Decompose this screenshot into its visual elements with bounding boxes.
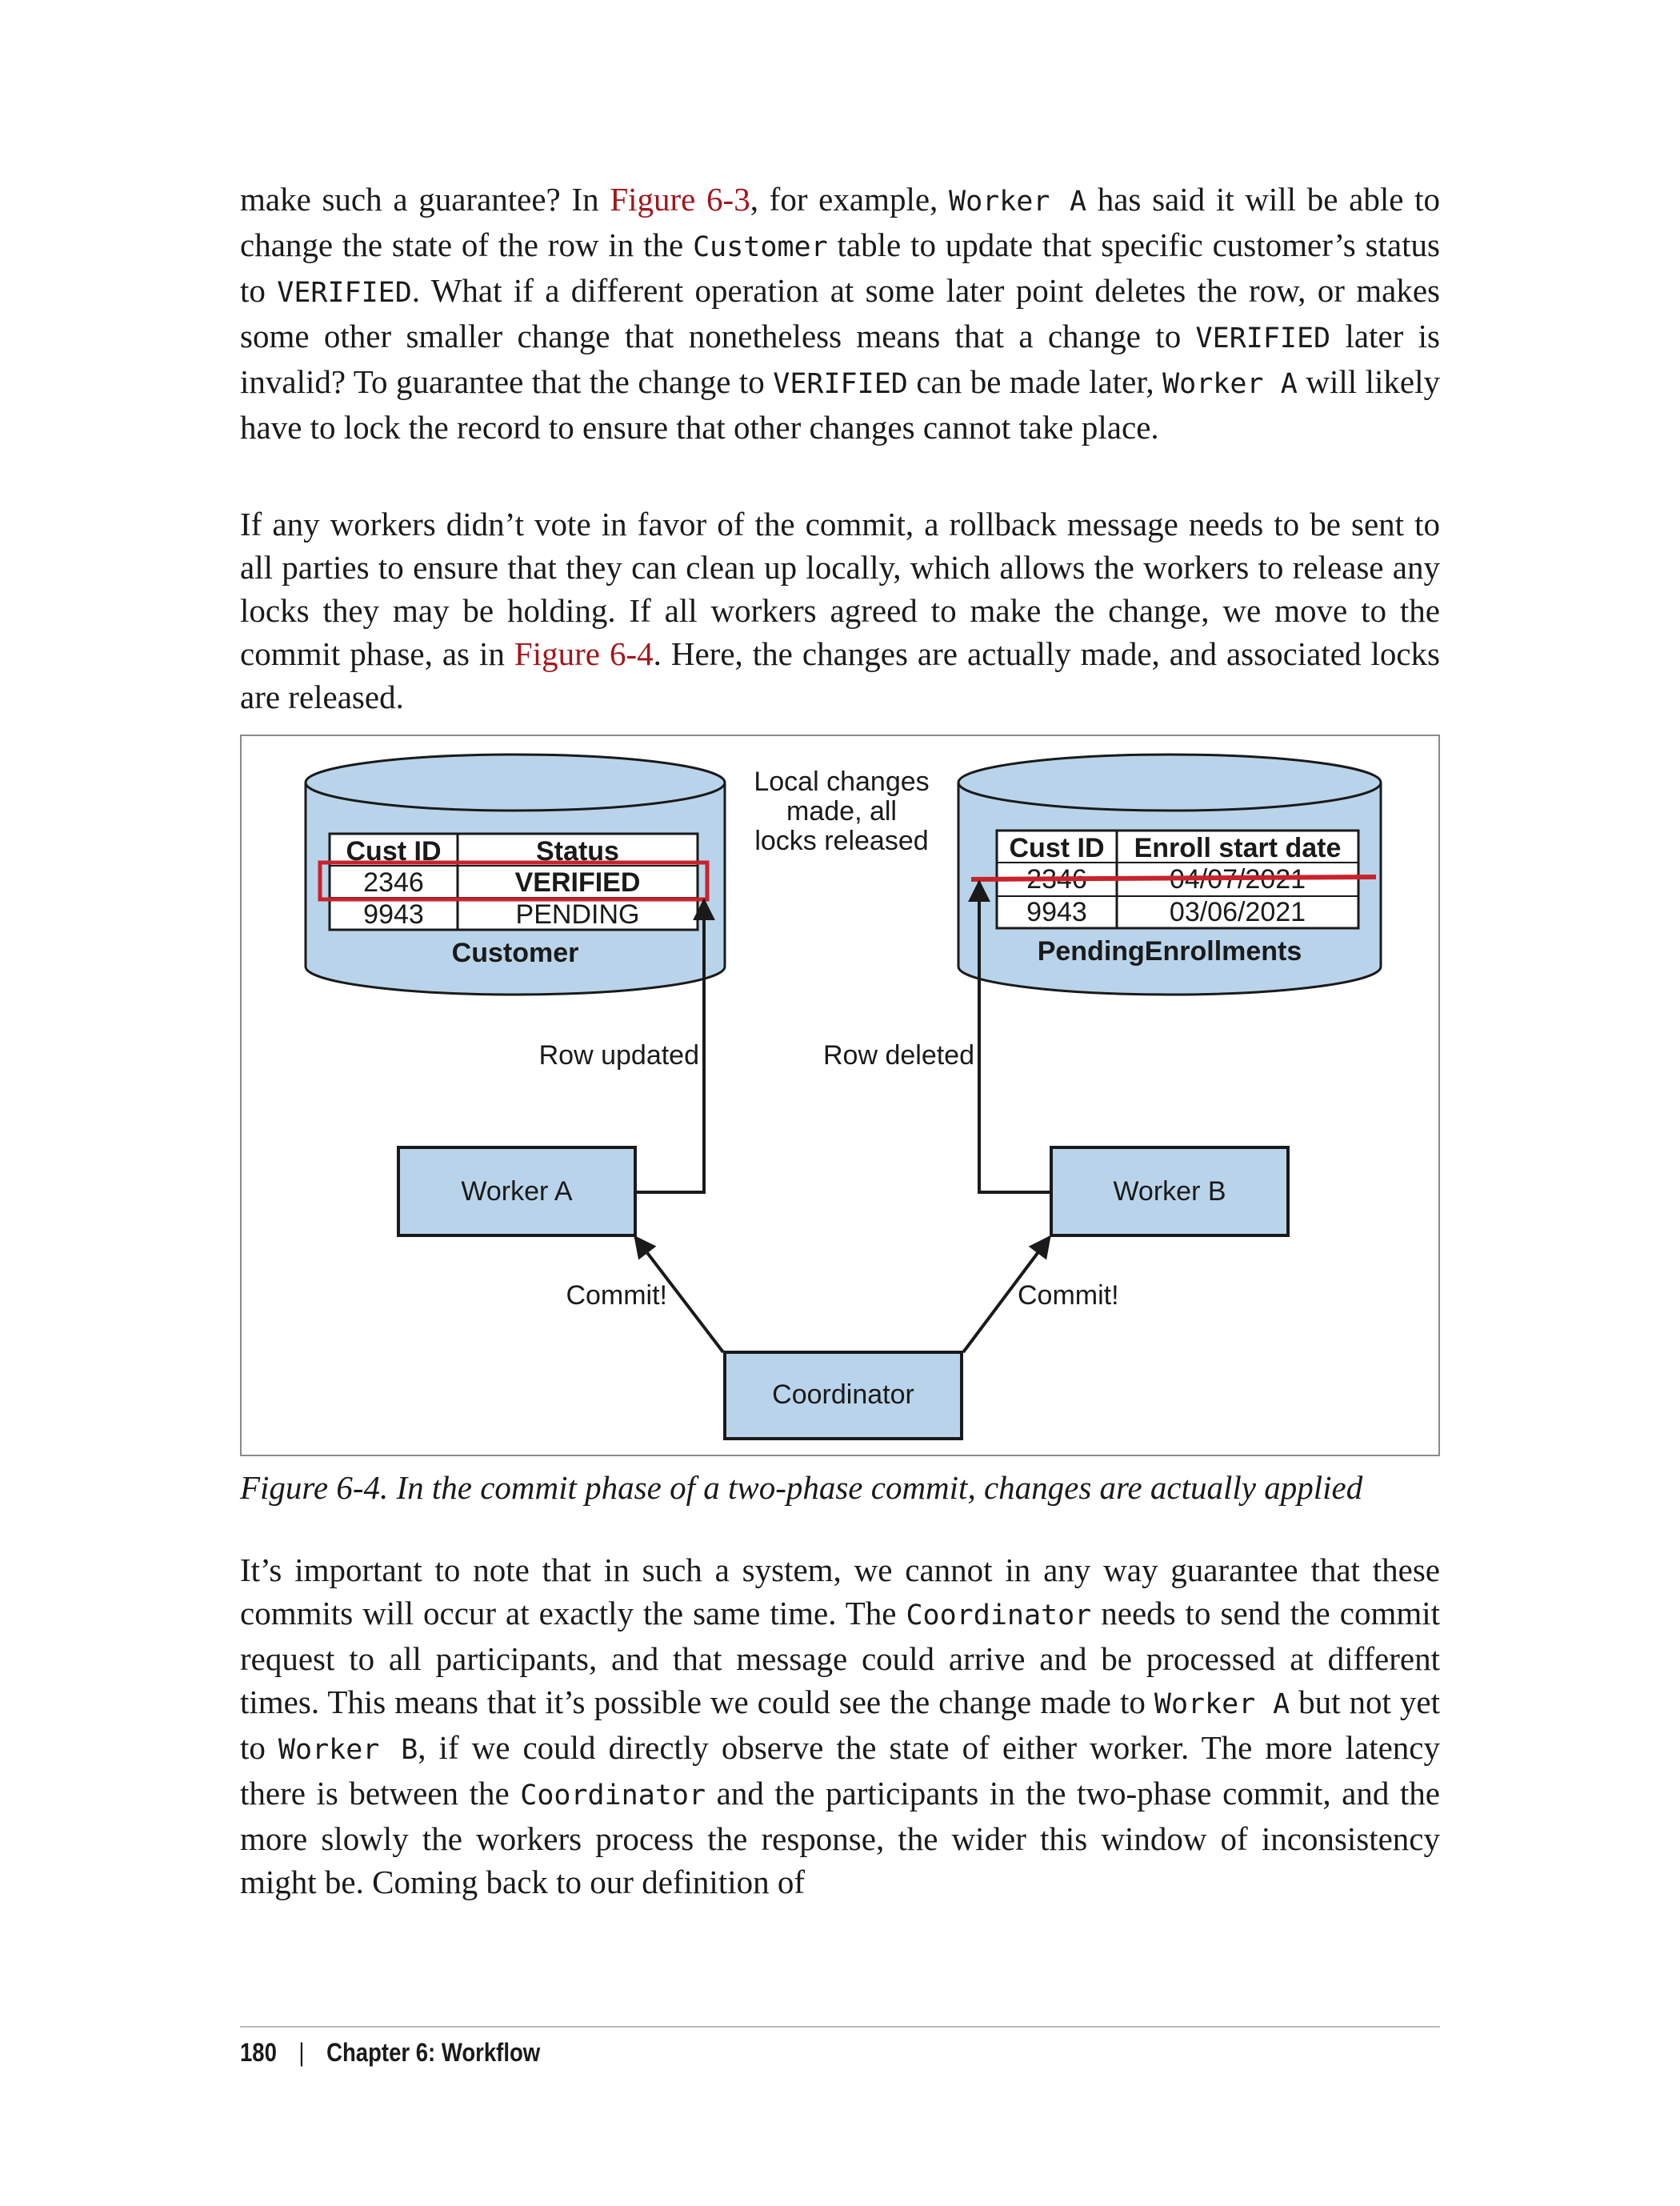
- inline-code: Worker B: [278, 1734, 418, 1766]
- enroll-header-cust-id: Cust ID: [1010, 833, 1105, 863]
- worker-a-box: [397, 1146, 637, 1237]
- body-text-run: It’s important to note that in such a sy…: [240, 1551, 1440, 1631]
- customer-cell-status-2: PENDING: [516, 899, 640, 930]
- body-paragraph-1: make such a guarantee? In Figure 6-3, fo…: [240, 178, 1440, 449]
- body-text-run: but not yet to: [240, 1684, 1441, 1766]
- pending-enrollments-database: Cust ID Enroll start date 2346 04/07/202…: [957, 753, 1382, 996]
- body-text-run: will likely have to lock the record to e…: [240, 363, 1441, 446]
- row-deleted-arrow: [968, 879, 1053, 1194]
- body-paragraph-3: It’s important to note that in such a sy…: [240, 1548, 1440, 1904]
- inline-code: Coordinator: [906, 1599, 1092, 1631]
- inline-code: Worker A: [1154, 1688, 1290, 1720]
- row-updated-arrow: [629, 898, 715, 1194]
- commit-arrow-left: [634, 1235, 725, 1354]
- inline-code: VERIFIED: [1195, 322, 1331, 354]
- commit-arrow-right: [962, 1235, 1051, 1354]
- inline-code: Worker A: [949, 186, 1087, 218]
- inline-code: Worker A: [1162, 368, 1298, 400]
- body-text-run: . Here, the changes are actually made, a…: [240, 635, 1440, 715]
- customer-db-name: Customer: [452, 938, 579, 968]
- enroll-db-name: PendingEnrollments: [1038, 936, 1302, 967]
- customer-cell-id-1: 2346: [363, 867, 424, 898]
- body-text-run: If any workers didn’t vote in favor of t…: [240, 506, 1440, 672]
- enroll-header-start-date: Enroll start date: [1134, 833, 1342, 863]
- body-text-run: can be made later,: [907, 363, 1163, 400]
- coordinator-label: Coordinator: [772, 1379, 914, 1410]
- body-text-run: later is invalid? To guarantee that the …: [240, 318, 1440, 400]
- note-line-1: Local changes: [754, 767, 929, 797]
- commit-phase-diagram: Cust ID Status 2346 VERIFIED 9943 PENDIN…: [304, 753, 1382, 1440]
- figure-caption: Figure 6-4. In the commit phase of a two…: [240, 1469, 1363, 1506]
- worker-a-label: Worker A: [461, 1176, 573, 1207]
- figure-cross-reference-link[interactable]: Figure 6-3: [610, 181, 750, 218]
- page-footer: 180 | Chapter 6: Workflow: [240, 2036, 540, 2068]
- body-text-run: has said it will be able to change the s…: [240, 181, 1441, 263]
- body-text-run: needs to send the commit request to all …: [240, 1595, 1441, 1720]
- row-updated-label: Row updated: [539, 1040, 699, 1071]
- worker-b-box: [1050, 1146, 1290, 1237]
- chapter-title: Chapter 6: Workflow: [326, 2038, 541, 2067]
- customer-cell-id-2: 9943: [363, 899, 424, 930]
- inline-code: VERIFIED: [773, 368, 908, 400]
- commit-label-left: Commit!: [566, 1280, 667, 1311]
- row-deleted-label: Row deleted: [823, 1040, 974, 1071]
- customer-database: Cust ID Status 2346 VERIFIED 9943 PENDIN…: [304, 753, 726, 996]
- body-paragraph-2: If any workers didn’t vote in favor of t…: [240, 502, 1440, 719]
- enroll-cell-date-2: 03/06/2021: [1170, 897, 1306, 927]
- figure-6-4: Cust ID Status 2346 VERIFIED 9943 PENDIN…: [240, 735, 1440, 1456]
- verified-row-highlight: [318, 860, 710, 902]
- inline-code: VERIFIED: [277, 277, 412, 309]
- inline-code: Coordinator: [520, 1780, 706, 1812]
- body-text-run: , for example,: [750, 181, 949, 218]
- body-text-run: , if we could directly observe the state…: [240, 1729, 1440, 1812]
- enroll-cell-id-2: 9943: [1026, 897, 1087, 927]
- inline-code: Customer: [693, 231, 828, 263]
- coordinator-box: [723, 1351, 963, 1440]
- commit-label-right: Commit!: [1018, 1280, 1119, 1311]
- body-text-run: make such a guarantee? In: [240, 181, 610, 218]
- body-text-run: . What if a different operation at some …: [240, 272, 1440, 354]
- note-line-3: locks released: [754, 826, 928, 856]
- footer-divider: [240, 2026, 1440, 2028]
- figure-cross-reference-link[interactable]: Figure 6-4: [514, 635, 654, 672]
- worker-b-label: Worker B: [1113, 1176, 1226, 1207]
- deleted-row-strikethrough: [970, 875, 1377, 882]
- customer-cell-status-1: VERIFIED: [515, 867, 641, 898]
- page-number: 180: [240, 2038, 277, 2067]
- body-text-run: table to update that specific customer’s…: [240, 226, 1440, 309]
- footer-separator: |: [298, 2038, 305, 2067]
- note-line-2: made, all: [786, 796, 897, 827]
- body-text-run: and the participants in the two-phase co…: [240, 1775, 1440, 1900]
